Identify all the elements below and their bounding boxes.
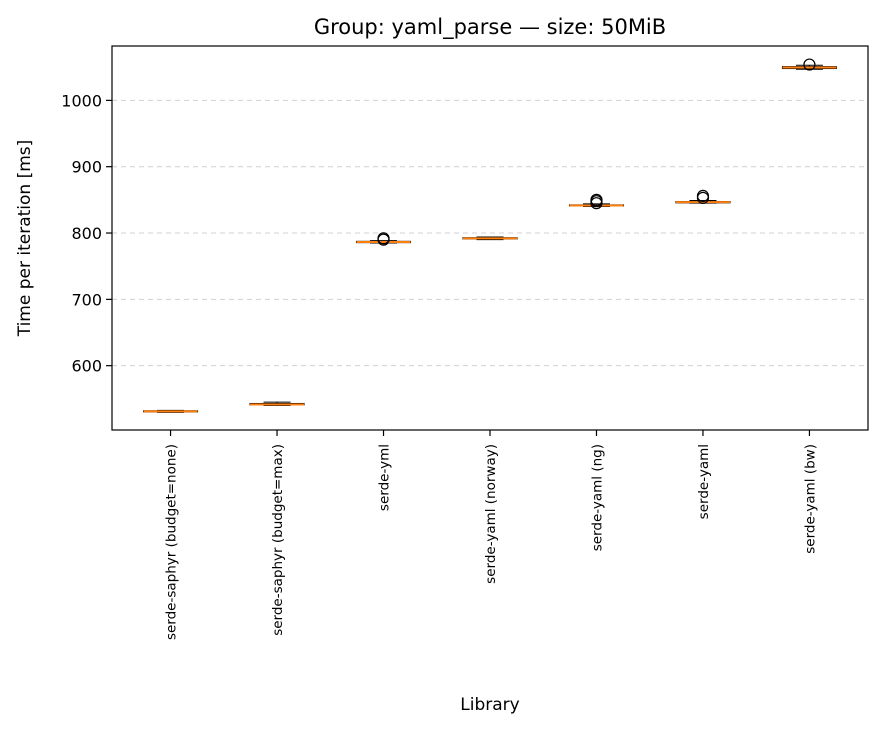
outlier-point [696, 189, 710, 202]
y-axis-ticks: 600 700 800 900 1000 [61, 91, 112, 376]
box-group [462, 236, 518, 241]
chart-title: Group: yaml_parse — size: 50MiB [314, 15, 666, 40]
x-tick-label: serde-saphyr (budget=none) [164, 444, 180, 640]
box-group [143, 409, 199, 413]
x-tick-label: serde-yaml [696, 444, 712, 519]
x-axis-label: Library [460, 695, 519, 715]
grid-lines [112, 99, 868, 367]
y-tick-label: 600 [71, 357, 102, 376]
outlier-point [377, 232, 390, 245]
y-tick-label: 1000 [61, 91, 102, 110]
x-tick-label: serde-saphyr (budget=max) [270, 444, 286, 636]
box-group [568, 193, 624, 210]
outlier-point [803, 58, 816, 71]
boxes-layer [143, 58, 837, 413]
outlier-point [590, 193, 603, 206]
x-tick-label: serde-yml [377, 444, 393, 511]
y-tick-label: 800 [71, 224, 102, 243]
y-axis-label: Time per iteration [ms] [15, 140, 35, 338]
x-tick-label: serde-yaml (norway) [483, 444, 499, 584]
x-tick-label: serde-yaml (bw) [802, 444, 818, 554]
box-group [781, 58, 837, 71]
x-axis-ticks: serde-saphyr (budget=none) serde-saphyr (… [164, 430, 818, 640]
y-tick-label: 900 [71, 158, 102, 177]
y-tick-label: 700 [71, 290, 102, 309]
x-tick-label: serde-yaml (ng) [589, 444, 605, 551]
box-group [356, 232, 412, 246]
box-group [675, 189, 731, 204]
box-group [249, 401, 305, 406]
